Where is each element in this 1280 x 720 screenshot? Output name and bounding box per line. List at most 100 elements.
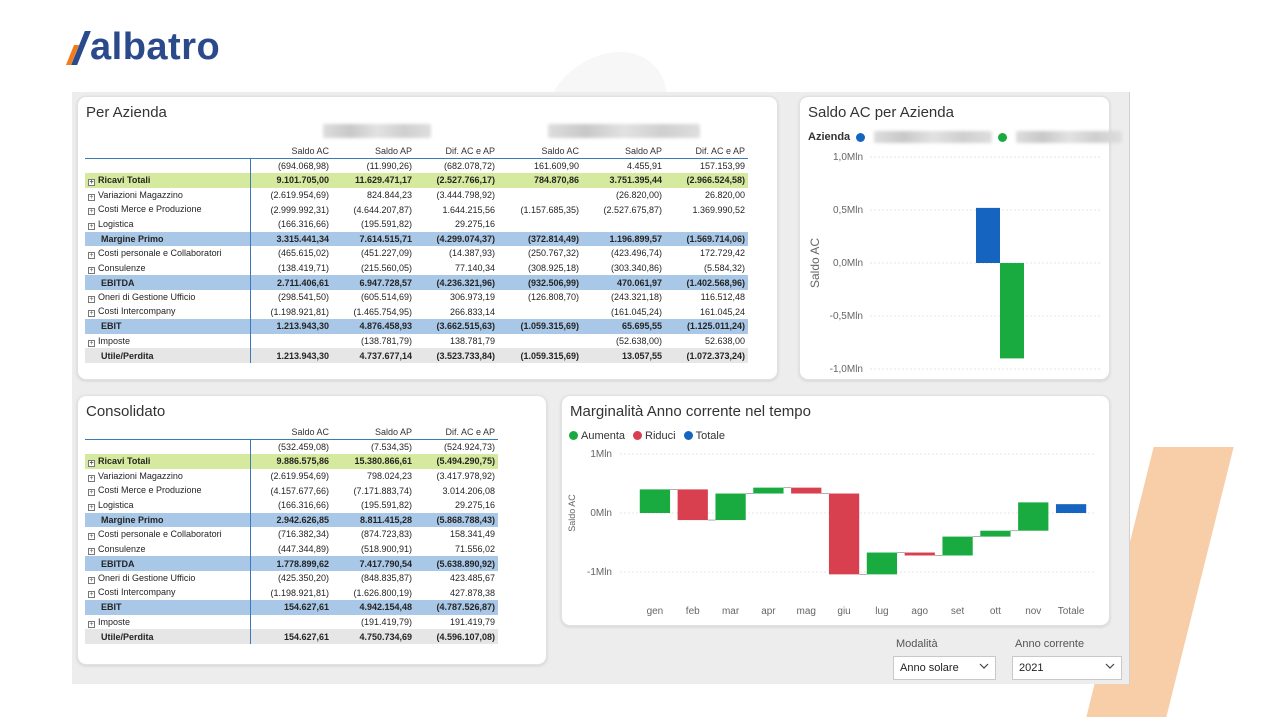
table-row[interactable]: Ricavi Totali 9.886.575,8615.380.866,61(5… xyxy=(85,454,498,469)
waterfall-bar-gen[interactable] xyxy=(639,489,671,513)
x-tick-label: mag xyxy=(797,606,816,617)
legend-item[interactable]: Totale xyxy=(683,430,725,442)
expand-plus-icon[interactable] xyxy=(88,295,95,303)
per-azienda-card[interactable]: Per Azienda Saldo AC Saldo AP Dif. AC e AP… xyxy=(77,96,778,380)
waterfall-bar-set[interactable] xyxy=(942,536,973,556)
table-row[interactable]: Variazioni Magazzino (2.619.954,69) 824.84… xyxy=(85,187,748,203)
table-cell: 77.140,34 xyxy=(454,263,495,274)
table-row[interactable]: Costi Intercompany (1.198.921,81) (1.626.8… xyxy=(85,585,498,601)
table-cell: (7.171.883,74) xyxy=(353,485,412,496)
column-header[interactable]: Saldo AC xyxy=(250,425,332,441)
table-row[interactable]: Imposte (138.781,79) 138.781,79 (52.638,00)… xyxy=(85,333,748,349)
expand-plus-icon[interactable] xyxy=(88,591,95,599)
expand-plus-icon[interactable] xyxy=(88,576,95,584)
table-cell: (532.459,08) xyxy=(277,442,329,453)
bar-company-1[interactable] xyxy=(976,207,1000,263)
saldo-ac-azienda-card[interactable]: Saldo AC per Azienda Azienda 1,0Mln 0,5Ml… xyxy=(799,96,1123,381)
table-cell: (1.125.011,24) xyxy=(665,319,748,334)
anno-slicer-dropdown[interactable]: 2021 xyxy=(1012,656,1122,680)
table-row[interactable]: Costi Merce e Produzione (2.999.992,31) (4… xyxy=(85,202,748,217)
expand-plus-icon[interactable] xyxy=(88,193,95,201)
waterfall-bar-apr[interactable] xyxy=(753,487,784,494)
legend-dot-company-1[interactable] xyxy=(856,132,866,142)
table-row[interactable]: Logistica (166.316,66) (195.591,82) 29.275,… xyxy=(85,216,748,232)
table-row[interactable]: Costi Intercompany (1.198.921,81) (1.465.7… xyxy=(85,304,748,320)
legend-item[interactable]: Aumenta xyxy=(569,430,625,442)
expand-plus-icon[interactable] xyxy=(88,178,95,186)
waterfall-bar-totale[interactable] xyxy=(1055,504,1087,513)
table-row[interactable]: Consulenze (447.344,89) (518.900,91) 71.556… xyxy=(85,541,498,557)
expand-plus-icon[interactable] xyxy=(88,339,95,347)
table-cell: 824.844,23 xyxy=(366,190,412,201)
expand-plus-icon[interactable] xyxy=(88,222,95,230)
table-row[interactable]: Costi personale e Collaboratori (716.382,… xyxy=(85,527,498,542)
table-row[interactable]: Consulenze (138.419,71) (215.560,05) 77.140… xyxy=(85,260,748,276)
table-row[interactable]: Oneri di Gestione Ufficio (425.350,20) (84… xyxy=(85,570,498,586)
table-row[interactable]: Ricavi Totali9.101.705,0011.629.471,17(2… xyxy=(85,173,748,188)
modalita-slicer-dropdown[interactable]: Anno solare xyxy=(893,656,996,680)
y-tick-label: 0,5Mln xyxy=(833,205,863,216)
table-row[interactable]: Variazioni Magazzino (2.619.954,69) 798.02… xyxy=(85,468,498,484)
legend-label: Totale xyxy=(695,430,725,442)
expand-plus-icon[interactable] xyxy=(88,532,95,540)
table-cell: (1.465.754,95) xyxy=(353,306,412,317)
marginalita-waterfall-chart[interactable]: 1Mln 0Mln -1Mln Saldo AC gen feb mar apr mag giu l… xyxy=(562,396,1111,627)
column-header[interactable]: Saldo AP xyxy=(332,144,415,160)
saldo-ac-chart[interactable]: 1,0Mln 0,5Mln 0,0Mln -0,5Mln -1,0Mln Saldo AC xyxy=(800,97,1111,381)
column-header[interactable]: Saldo AP xyxy=(582,144,665,160)
consolidato-card[interactable]: Consolidato Saldo AC Saldo AP Dif. AC e AP… xyxy=(77,395,547,665)
table-cell: (4.236.321,96) xyxy=(415,275,498,290)
expand-plus-icon[interactable] xyxy=(88,208,95,216)
expand-plus-icon[interactable] xyxy=(88,503,95,511)
expand-plus-icon[interactable] xyxy=(88,459,95,467)
waterfall-bar-nov[interactable] xyxy=(1018,502,1049,531)
expand-plus-icon[interactable] xyxy=(88,310,95,318)
waterfall-bar-ott[interactable] xyxy=(980,530,1011,537)
table-cell: (243.321,18) xyxy=(610,292,662,303)
expand-plus-icon[interactable] xyxy=(88,547,95,555)
waterfall-bar-ago[interactable] xyxy=(904,552,935,556)
per-azienda-table[interactable]: Saldo AC Saldo AP Dif. AC e AP Saldo AC Sald… xyxy=(85,144,748,363)
table-row[interactable]: Imposte (191.419,79) 191.419,79 xyxy=(85,614,498,630)
row-label-cell: Margine Primo xyxy=(85,512,251,528)
table-row[interactable]: Logistica (166.316,66) (195.591,82) 29.275,… xyxy=(85,497,498,513)
table-cell: (423.496,74) xyxy=(610,248,662,259)
waterfall-bar-mar[interactable] xyxy=(715,493,746,521)
table-cell: (1.059.315,69) xyxy=(498,348,582,363)
legend-dot-company-2[interactable] xyxy=(998,132,1008,142)
modalita-slicer-label: Modalità xyxy=(896,638,938,650)
waterfall-bar-feb[interactable] xyxy=(677,489,708,521)
table-cell: (1.626.800,19) xyxy=(353,587,412,598)
table-cell: (195.591,82) xyxy=(360,500,412,511)
waterfall-bar-mag[interactable] xyxy=(791,487,822,494)
legend-item[interactable]: Riduci xyxy=(633,430,676,442)
expand-plus-icon[interactable] xyxy=(88,620,95,628)
chevron-down-icon xyxy=(1105,663,1115,669)
waterfall-bar-giu[interactable] xyxy=(828,493,860,575)
column-header[interactable]: Dif. AC e AP xyxy=(415,144,498,160)
table-cell: (138.419,71) xyxy=(277,263,329,274)
marginalita-card[interactable]: Marginalità Anno corrente nel tempo Aume… xyxy=(561,395,1110,626)
column-header[interactable]: Saldo AC xyxy=(250,144,332,160)
expand-plus-icon[interactable] xyxy=(88,474,95,482)
expand-plus-icon[interactable] xyxy=(88,251,95,259)
expand-plus-icon[interactable] xyxy=(88,266,95,274)
table-cell xyxy=(498,188,582,203)
consolidato-table[interactable]: Saldo AC Saldo AP Dif. AC e AP (532.459,08… xyxy=(85,425,498,644)
waterfall-bar-lug[interactable] xyxy=(866,552,898,575)
table-cell: 4.876.458,93 xyxy=(332,319,415,334)
expand-plus-icon[interactable] xyxy=(88,489,95,497)
bar-company-2[interactable] xyxy=(1000,263,1024,359)
legend-title: Azienda xyxy=(808,131,851,143)
column-header[interactable]: Saldo AC xyxy=(498,144,582,160)
table-row[interactable]: Oneri di Gestione Ufficio (298.541,50) (60… xyxy=(85,289,748,305)
table-cell: 116.512,48 xyxy=(700,292,745,303)
column-header[interactable]: Saldo AP xyxy=(332,425,415,441)
table-row[interactable]: Costi personale e Collaboratori (465.615,… xyxy=(85,246,748,261)
column-header[interactable]: Dif. AC e AP xyxy=(415,425,498,441)
column-header[interactable]: Dif. AC e AP xyxy=(665,144,748,160)
row-label-cell: EBIT xyxy=(85,319,251,334)
table-cell: (932.506,99) xyxy=(498,275,582,290)
table-cell: 154.627,61 xyxy=(250,600,332,615)
table-row[interactable]: Costi Merce e Produzione (4.157.677,66) (7… xyxy=(85,483,498,498)
